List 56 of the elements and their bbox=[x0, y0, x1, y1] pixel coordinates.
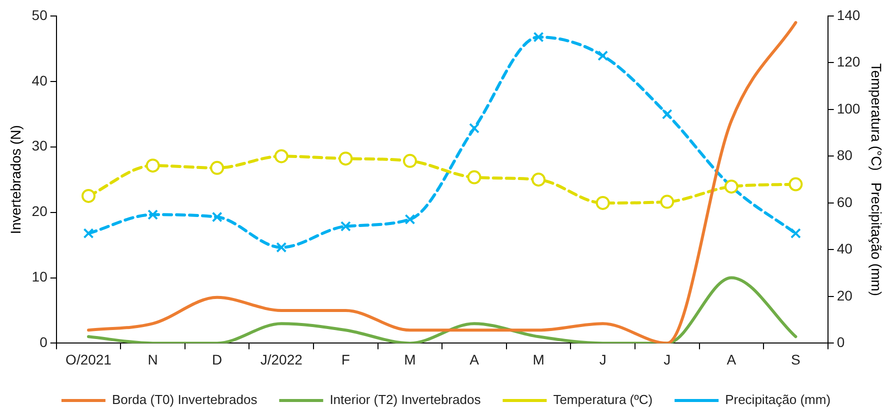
y-tick-label: 40 bbox=[32, 72, 48, 88]
x-tick-label: M bbox=[532, 351, 544, 368]
line-series bbox=[87, 276, 798, 344]
point bbox=[469, 122, 480, 134]
y-tick-label: 10 bbox=[32, 268, 48, 285]
y-axis-title: Invertebrados (N) bbox=[7, 125, 24, 234]
point bbox=[212, 212, 222, 222]
x-tick-label: A bbox=[726, 351, 737, 368]
y2-tick-label: 140 bbox=[836, 6, 860, 23]
point bbox=[660, 194, 674, 209]
x-tick-label: O/2021 bbox=[66, 351, 112, 368]
x-tick-label: N bbox=[148, 351, 158, 368]
x-tick-label: J bbox=[664, 351, 671, 368]
point bbox=[598, 50, 608, 61]
y2-tick-label: 60 bbox=[836, 194, 853, 210]
point bbox=[148, 209, 158, 220]
point bbox=[533, 32, 544, 42]
x-tick-label: M bbox=[404, 351, 416, 368]
y-tick-label: 0 bbox=[40, 334, 48, 350]
legend-label: Interior (T2) Invertebrados bbox=[330, 392, 482, 408]
x-tick-label: J/2022 bbox=[260, 351, 303, 368]
point bbox=[402, 154, 417, 168]
point bbox=[596, 196, 610, 210]
point bbox=[83, 228, 94, 239]
point bbox=[662, 108, 672, 120]
point bbox=[788, 177, 803, 192]
point bbox=[790, 228, 801, 239]
y2-axis-title: Temperatura (°C) Precipitação (mm) bbox=[868, 63, 885, 296]
point bbox=[146, 158, 160, 173]
x-tick-label: A bbox=[470, 351, 480, 368]
x-tick-label: F bbox=[341, 351, 350, 368]
y-tick-label: 20 bbox=[32, 203, 48, 220]
y-tick-label: 50 bbox=[32, 6, 48, 23]
x-tick-label: D bbox=[212, 351, 222, 368]
y-tick-label: 30 bbox=[32, 138, 48, 154]
y2-tick-label: 0 bbox=[836, 334, 845, 350]
point bbox=[340, 221, 351, 232]
x-tick-label: S bbox=[791, 351, 800, 368]
legend-label: Temperatura (ºC) bbox=[553, 392, 653, 408]
point bbox=[274, 149, 288, 164]
point bbox=[210, 160, 224, 175]
point bbox=[338, 152, 353, 166]
y2-tick-label: 20 bbox=[836, 287, 853, 304]
point bbox=[276, 242, 287, 253]
y2-tick-label: 100 bbox=[836, 100, 860, 116]
y2-tick-label: 120 bbox=[836, 54, 860, 70]
y2-tick-label: 80 bbox=[836, 147, 853, 164]
legend-label: Borda (T0) Invertebrados bbox=[112, 392, 258, 408]
y2-tick-label: 40 bbox=[836, 240, 853, 257]
line-series bbox=[87, 21, 798, 344]
point bbox=[404, 214, 416, 225]
point bbox=[82, 188, 96, 203]
point bbox=[467, 170, 482, 184]
x-tick-label: J bbox=[599, 351, 606, 368]
point bbox=[532, 172, 546, 187]
legend-label: Precipitação (mm) bbox=[725, 392, 831, 408]
